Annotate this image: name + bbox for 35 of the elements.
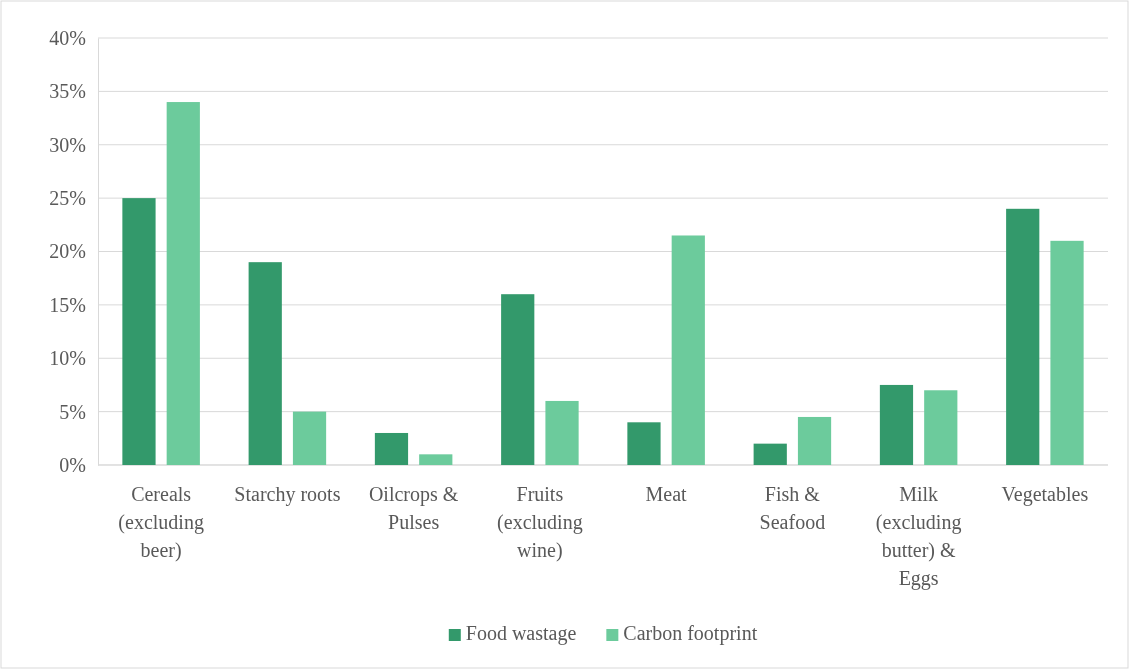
x-tick-label: Vegetables	[1001, 483, 1089, 506]
bar	[627, 422, 661, 465]
x-tick-label: Cereals (excluding beer)	[118, 483, 204, 562]
y-tick-label: 40%	[49, 26, 86, 49]
x-tick-label: Fish & Seafood	[759, 483, 826, 533]
bar	[671, 235, 705, 465]
x-tick-label: Fruits (excluding wine)	[497, 483, 583, 562]
bar	[924, 390, 958, 465]
bar	[797, 416, 832, 465]
y-tick-label: 10%	[49, 347, 86, 370]
bar	[545, 400, 579, 465]
bar	[879, 384, 914, 465]
y-tick-label: 5%	[59, 400, 86, 423]
bar	[292, 411, 327, 465]
bar	[1050, 240, 1084, 465]
y-tick-label: 25%	[49, 187, 86, 210]
bar	[122, 198, 156, 465]
bar	[753, 443, 787, 465]
x-tick-label: Meat	[645, 483, 688, 505]
y-tick-label: 0%	[59, 453, 86, 476]
bar	[374, 432, 409, 465]
y-tick-label: 35%	[49, 80, 86, 103]
bar	[501, 294, 535, 465]
bar	[419, 454, 453, 465]
y-tick-label: 15%	[49, 293, 86, 316]
x-tick-label: Oilcrops & Pulses	[368, 483, 459, 533]
legend-label: Carbon footprint	[623, 622, 758, 645]
x-tick-label: Milk (excluding butter) & Eggs	[875, 483, 962, 590]
bar	[1006, 208, 1040, 465]
legend-label: Food wastage	[465, 622, 577, 645]
bar	[248, 262, 282, 465]
y-tick-label: 30%	[49, 133, 86, 156]
bar	[166, 102, 200, 465]
x-tick-label: Starchy roots	[234, 483, 341, 506]
y-tick-label: 20%	[49, 240, 86, 263]
